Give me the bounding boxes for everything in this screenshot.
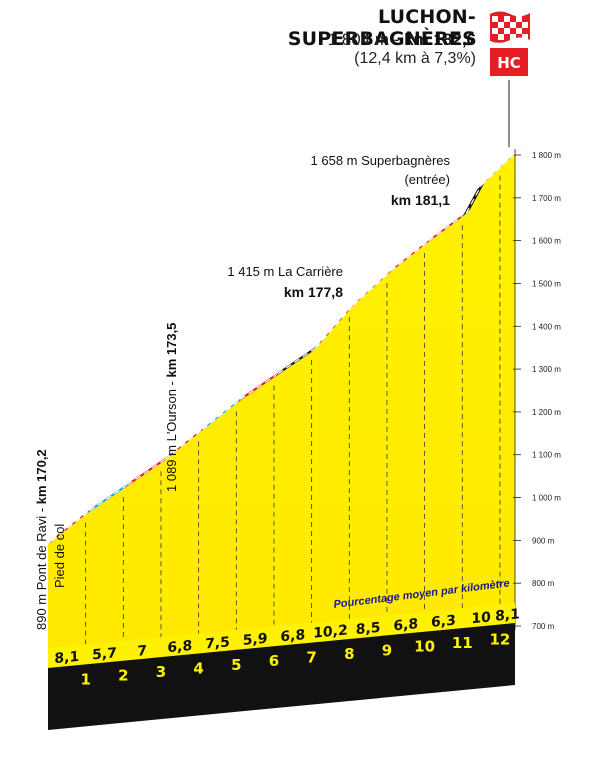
- gradient-value: 5,7: [92, 645, 117, 663]
- road-centerline: [202, 398, 241, 430]
- y-tick-label: 1 600 m: [532, 237, 561, 246]
- finish-flag-check: [498, 34, 504, 40]
- finish-flag-check: [504, 28, 510, 34]
- road-centerline: [164, 428, 204, 460]
- road-centerline: [480, 148, 520, 186]
- finish-flag-check: [510, 34, 516, 40]
- km-marker: 12: [489, 630, 510, 648]
- road-centerline: [239, 373, 279, 400]
- hc-badge-bg: [490, 48, 528, 76]
- road-centerline: [465, 184, 482, 214]
- y-tick-label: 1 800 m: [532, 151, 561, 160]
- gradient-value: 7: [137, 643, 147, 660]
- km-marker: 6: [269, 652, 279, 670]
- hc-category-badge: HC: [490, 48, 528, 76]
- km-marker: 11: [452, 634, 473, 652]
- gradient-value: 5,9: [243, 631, 268, 649]
- finish-flag-check: [522, 34, 528, 40]
- waypoint-carriere-km: km 177,8: [284, 284, 343, 300]
- finish-flag-check: [510, 22, 516, 28]
- km-marker: 5: [231, 656, 241, 674]
- road-centerline: [126, 458, 166, 486]
- gradient-value: 6,8: [393, 616, 418, 634]
- profile-area: [48, 153, 515, 683]
- km-marker: 1: [80, 670, 90, 688]
- waypoint-ourson-altitude: 1 089 m L'Ourson -: [164, 378, 179, 492]
- km-marker: 8: [344, 645, 354, 663]
- y-tick-label: 1 000 m: [532, 494, 561, 503]
- road-centerline: [352, 270, 392, 306]
- finish-flag-check: [522, 22, 528, 28]
- summit-info: 1 804 m - km 182,6: [200, 30, 476, 50]
- summit-separator: -: [389, 30, 405, 49]
- waypoint-superbagneres-km: km 181,1: [391, 192, 450, 208]
- road-centerline: [89, 484, 128, 512]
- finish-flag-check: [504, 16, 510, 22]
- km-marker: 9: [382, 641, 392, 659]
- road-centerline: [51, 510, 91, 542]
- km-marker: 2: [118, 667, 128, 685]
- waypoint-ourson: 1 089 m L'Ourson - km 173,5: [164, 323, 179, 492]
- km-marker: 7: [306, 649, 316, 667]
- gradient-value: 10: [471, 609, 491, 627]
- climb-summary: (12,4 km à 7,3%): [354, 50, 476, 67]
- km-marker: 4: [193, 659, 203, 677]
- summit-altitude: 1 804 m: [327, 30, 390, 49]
- finish-flag-icon: [490, 11, 530, 43]
- gradient-value: 8,1: [495, 606, 520, 624]
- y-tick-label: 1 400 m: [532, 322, 561, 331]
- gradient-value: 6,3: [431, 613, 456, 631]
- hc-badge-label: HC: [497, 54, 521, 72]
- y-tick-label: 700 m: [532, 622, 555, 631]
- finish-flag-check: [516, 16, 522, 22]
- gradient-value: 8,1: [54, 649, 79, 667]
- y-tick-label: 1 700 m: [532, 194, 561, 203]
- waypoint-start-altitude: 890 m Pont de Ravi -: [34, 504, 49, 630]
- y-tick-label: 1 100 m: [532, 451, 561, 460]
- y-tick-label: 1 200 m: [532, 408, 561, 417]
- waypoint-superbagneres-note: (entrée): [404, 172, 450, 187]
- gradient-value: 8,5: [356, 620, 381, 638]
- y-tick-label: 1 500 m: [532, 279, 561, 288]
- y-tick-label: 800 m: [532, 579, 555, 588]
- climb-title: LUCHON-SUPERBAGNÈRES: [287, 6, 476, 50]
- finish-flag-check: [492, 16, 498, 22]
- profile-base: [48, 659, 515, 730]
- gradient-value: 6,8: [167, 638, 192, 656]
- waypoint-start-note: Pied de col: [52, 524, 67, 588]
- waypoint-start-km: km 170,2: [34, 449, 49, 504]
- gradient-value: 10,2: [313, 622, 348, 641]
- gradient-value: 7,5: [205, 634, 230, 652]
- waypoint-carriere: 1 415 m La Carrière: [227, 264, 343, 279]
- km-band: [48, 623, 515, 705]
- waypoint-start: 890 m Pont de Ravi - km 170,2: [34, 449, 49, 630]
- finish-flag-check: [492, 28, 498, 34]
- y-tick-label: 900 m: [532, 536, 555, 545]
- finish-flag-check: [516, 28, 522, 34]
- km-marker: 3: [156, 663, 166, 681]
- gradient-value: 6,8: [280, 627, 305, 645]
- road-centerline: [277, 347, 316, 375]
- road-centerline: [390, 240, 429, 272]
- y-tick-label: 1 300 m: [532, 365, 561, 374]
- waypoint-superbagneres: 1 658 m Superbagnères: [311, 153, 451, 168]
- km-marker: 10: [414, 638, 435, 656]
- road-centerline: [428, 212, 467, 242]
- finish-flag-check: [498, 22, 504, 28]
- summit-km: km 182,6: [404, 30, 476, 49]
- waypoint-ourson-km: km 173,5: [164, 323, 179, 378]
